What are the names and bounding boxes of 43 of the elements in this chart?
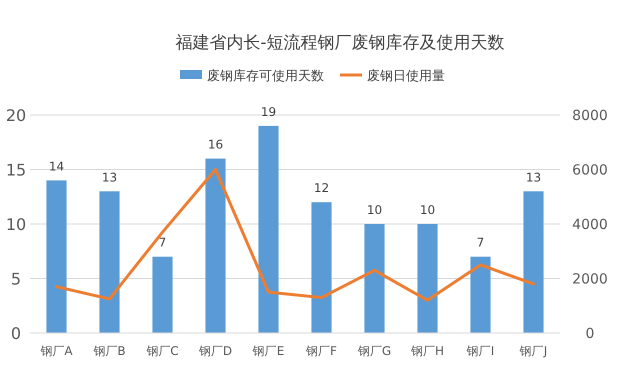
y2-tick-label: 2000: [572, 272, 608, 288]
x-tick-label: 钢厂F: [305, 344, 338, 358]
bar: [152, 256, 173, 333]
legend-label: 废钢日使用量: [367, 69, 445, 84]
bar: [258, 126, 279, 333]
data-label: 14: [48, 159, 64, 174]
data-label: 10: [366, 203, 382, 217]
x-tick-label: 钢厂A: [39, 344, 74, 358]
y-tick-label: 10: [6, 215, 26, 234]
bar: [364, 224, 385, 333]
bar: [46, 180, 67, 333]
y2-tick-label: 0: [586, 326, 594, 342]
data-label: 7: [476, 236, 484, 250]
x-tick-label: 钢厂B: [92, 344, 126, 358]
x-tick-label: 钢厂C: [145, 344, 179, 358]
y2-tick-label: 4000: [572, 217, 608, 233]
data-label: 12: [314, 181, 330, 196]
bar: [311, 202, 332, 333]
data-label: 7: [158, 236, 166, 250]
x-tick-label: 钢厂J: [518, 344, 548, 358]
x-tick-label: 钢厂I: [466, 344, 494, 358]
data-label: 16: [208, 138, 224, 152]
bar: [470, 256, 491, 333]
data-label: 13: [526, 170, 542, 184]
x-tick-label: 钢厂D: [198, 344, 232, 358]
bar: [523, 191, 544, 333]
data-label: 13: [102, 170, 118, 184]
chart-title: 福建省内长-短流程钢厂废钢库存及使用天数: [175, 33, 505, 53]
y2-tick-label: 8000: [572, 108, 608, 124]
bar: [99, 191, 120, 333]
y-tick-label: 5: [10, 270, 22, 288]
x-tick-label: 钢厂G: [356, 344, 392, 358]
x-tick-label: 钢厂H: [410, 344, 444, 358]
y-tick-label: 15: [6, 160, 26, 180]
bar: [417, 224, 438, 333]
bar: [205, 158, 226, 333]
legend-label: 废钢库存可使用天数: [207, 69, 324, 84]
data-label: 19: [260, 104, 276, 119]
y-tick-label: 20: [6, 106, 26, 125]
y2-tick-label: 6000: [572, 162, 608, 178]
x-tick-label: 钢厂E: [252, 344, 284, 358]
y-tick-label: 0: [10, 324, 22, 343]
data-label: 10: [420, 203, 436, 217]
